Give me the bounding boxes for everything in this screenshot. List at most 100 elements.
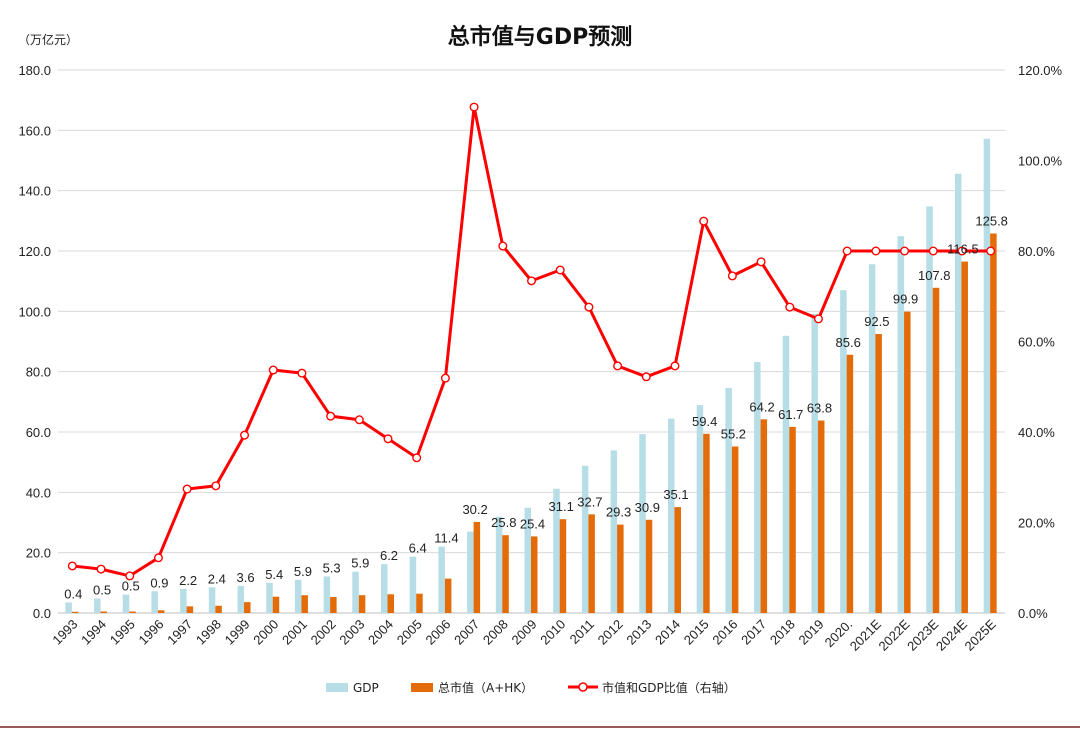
x-axis-tick: 2002 — [308, 617, 339, 648]
x-axis-tick: 2007 — [451, 617, 482, 648]
gdp-bar — [696, 405, 704, 613]
ratio-point — [555, 265, 565, 275]
market-cap-bar — [559, 519, 567, 613]
market-cap-data-label: 11.4 — [434, 531, 458, 546]
market-cap-bar — [846, 354, 854, 613]
gdp-bar — [409, 556, 417, 613]
gdp-bar — [180, 588, 187, 613]
ratio-point — [211, 481, 221, 491]
market-cap-bar — [502, 535, 509, 613]
x-axis-tick: 2004 — [365, 617, 396, 648]
ratio-point — [268, 365, 278, 375]
market-cap-bar — [129, 611, 136, 613]
ratio-point — [182, 484, 192, 494]
market-cap-data-label: 32.7 — [577, 494, 602, 509]
market-cap-bar — [904, 311, 911, 613]
market-cap-data-label: 99.9 — [893, 292, 918, 307]
ratio-point — [498, 241, 508, 251]
ratio-point — [928, 246, 938, 256]
market-cap-data-label: 30.2 — [462, 502, 487, 517]
market-cap-bar — [674, 507, 681, 613]
gdp-bar — [926, 206, 933, 613]
ratio-point — [785, 302, 795, 312]
x-axis-tick: 2005 — [394, 617, 425, 648]
market-cap-bar — [473, 521, 481, 613]
ratio-point — [670, 361, 680, 371]
market-cap-bar — [531, 536, 538, 613]
ratio-point — [326, 411, 336, 421]
left-axis-tick: 120.0 — [18, 244, 51, 259]
x-axis-tick: 1994 — [78, 617, 109, 648]
market-cap-data-label: 0.9 — [150, 575, 168, 590]
market-cap-data-label: 31.1 — [549, 499, 574, 514]
x-axis-tick: 2018 — [767, 617, 798, 648]
x-axis-tick: 1998 — [193, 617, 224, 648]
market-cap-bar — [215, 605, 222, 613]
gdp-bar — [65, 602, 72, 613]
x-axis-tick: 2021E — [847, 616, 884, 653]
ratio-point — [527, 276, 537, 286]
ratio-point — [96, 564, 106, 574]
gdp-bar — [897, 236, 905, 614]
market-cap-bar — [301, 595, 308, 613]
right-axis-tick: 60.0% — [1018, 335, 1055, 350]
market-cap-data-label: 5.3 — [323, 560, 341, 575]
legend: GDP 总市值（A+HK） 市值和GDP比值（右轴） — [326, 680, 736, 695]
market-cap-bar — [789, 426, 796, 613]
left-axis-tick: 40.0 — [26, 485, 51, 500]
market-cap-data-label: 61.7 — [778, 407, 803, 422]
x-axis-tick: 1999 — [222, 617, 253, 648]
market-cap-data-label: 0.5 — [122, 579, 140, 594]
market-cap-bar — [272, 596, 280, 613]
market-cap-data-label: 2.4 — [208, 571, 226, 586]
market-cap-data-label: 63.8 — [807, 401, 832, 416]
gdp-bar — [122, 594, 130, 613]
left-axis-tick: 80.0 — [26, 365, 51, 380]
ratio-point — [699, 216, 709, 226]
x-axis-tick: 2013 — [623, 617, 654, 648]
market-cap-bar — [588, 514, 595, 613]
right-axis-tick: 20.0% — [1018, 516, 1055, 531]
market-cap-data-label: 5.9 — [351, 556, 369, 571]
market-cap-data-label: 59.4 — [692, 414, 717, 429]
market-cap-data-label: 3.6 — [236, 570, 254, 585]
market-cap-data-label: 92.5 — [864, 314, 889, 329]
left-axis-tick: 60.0 — [26, 425, 51, 440]
market-cap-bar — [100, 611, 108, 613]
market-cap-bar — [330, 597, 337, 613]
market-cap-bar — [990, 233, 997, 613]
gdp-bar — [954, 173, 962, 614]
ratio-point — [871, 246, 881, 256]
ratio-point — [67, 561, 77, 571]
left-axis-tick: 160.0 — [18, 123, 51, 138]
market-cap-data-label: 2.2 — [179, 573, 197, 588]
x-axis-tick: 2024E — [933, 616, 970, 653]
x-axis-tick: 2001 — [279, 617, 310, 648]
ratio-point — [440, 373, 450, 383]
market-cap-bar — [817, 420, 825, 613]
x-axis-tick: 2016 — [709, 617, 740, 648]
gdp-bar — [754, 362, 761, 613]
legend-swatch-market-cap — [411, 683, 433, 692]
x-axis-tick: 2012 — [595, 617, 626, 648]
ratio-point — [469, 102, 479, 112]
market-cap-bar — [444, 578, 452, 613]
market-cap-data-label: 5.9 — [294, 564, 312, 579]
market-cap-data-label: 6.2 — [380, 548, 398, 563]
market-cap-data-label: 0.5 — [93, 583, 111, 598]
gdp-bar — [266, 582, 273, 613]
ratio-point — [383, 434, 393, 444]
market-cap-data-label: 5.4 — [265, 567, 283, 582]
market-cap-bar — [932, 287, 940, 613]
legend-marker-ratio — [578, 682, 588, 692]
x-axis-tick: 2008 — [480, 617, 511, 648]
x-axis-tick: 2010 — [537, 617, 568, 648]
market-cap-bar — [731, 446, 739, 613]
gdp-bar — [639, 434, 646, 613]
gdp-bar — [868, 264, 876, 613]
x-axis-tick: 1996 — [136, 617, 167, 648]
x-axis-tick: 2015 — [681, 617, 712, 648]
market-cap-bar — [416, 593, 423, 613]
right-axis-tick: 0.0% — [1018, 606, 1048, 621]
ratio-point — [613, 361, 623, 371]
